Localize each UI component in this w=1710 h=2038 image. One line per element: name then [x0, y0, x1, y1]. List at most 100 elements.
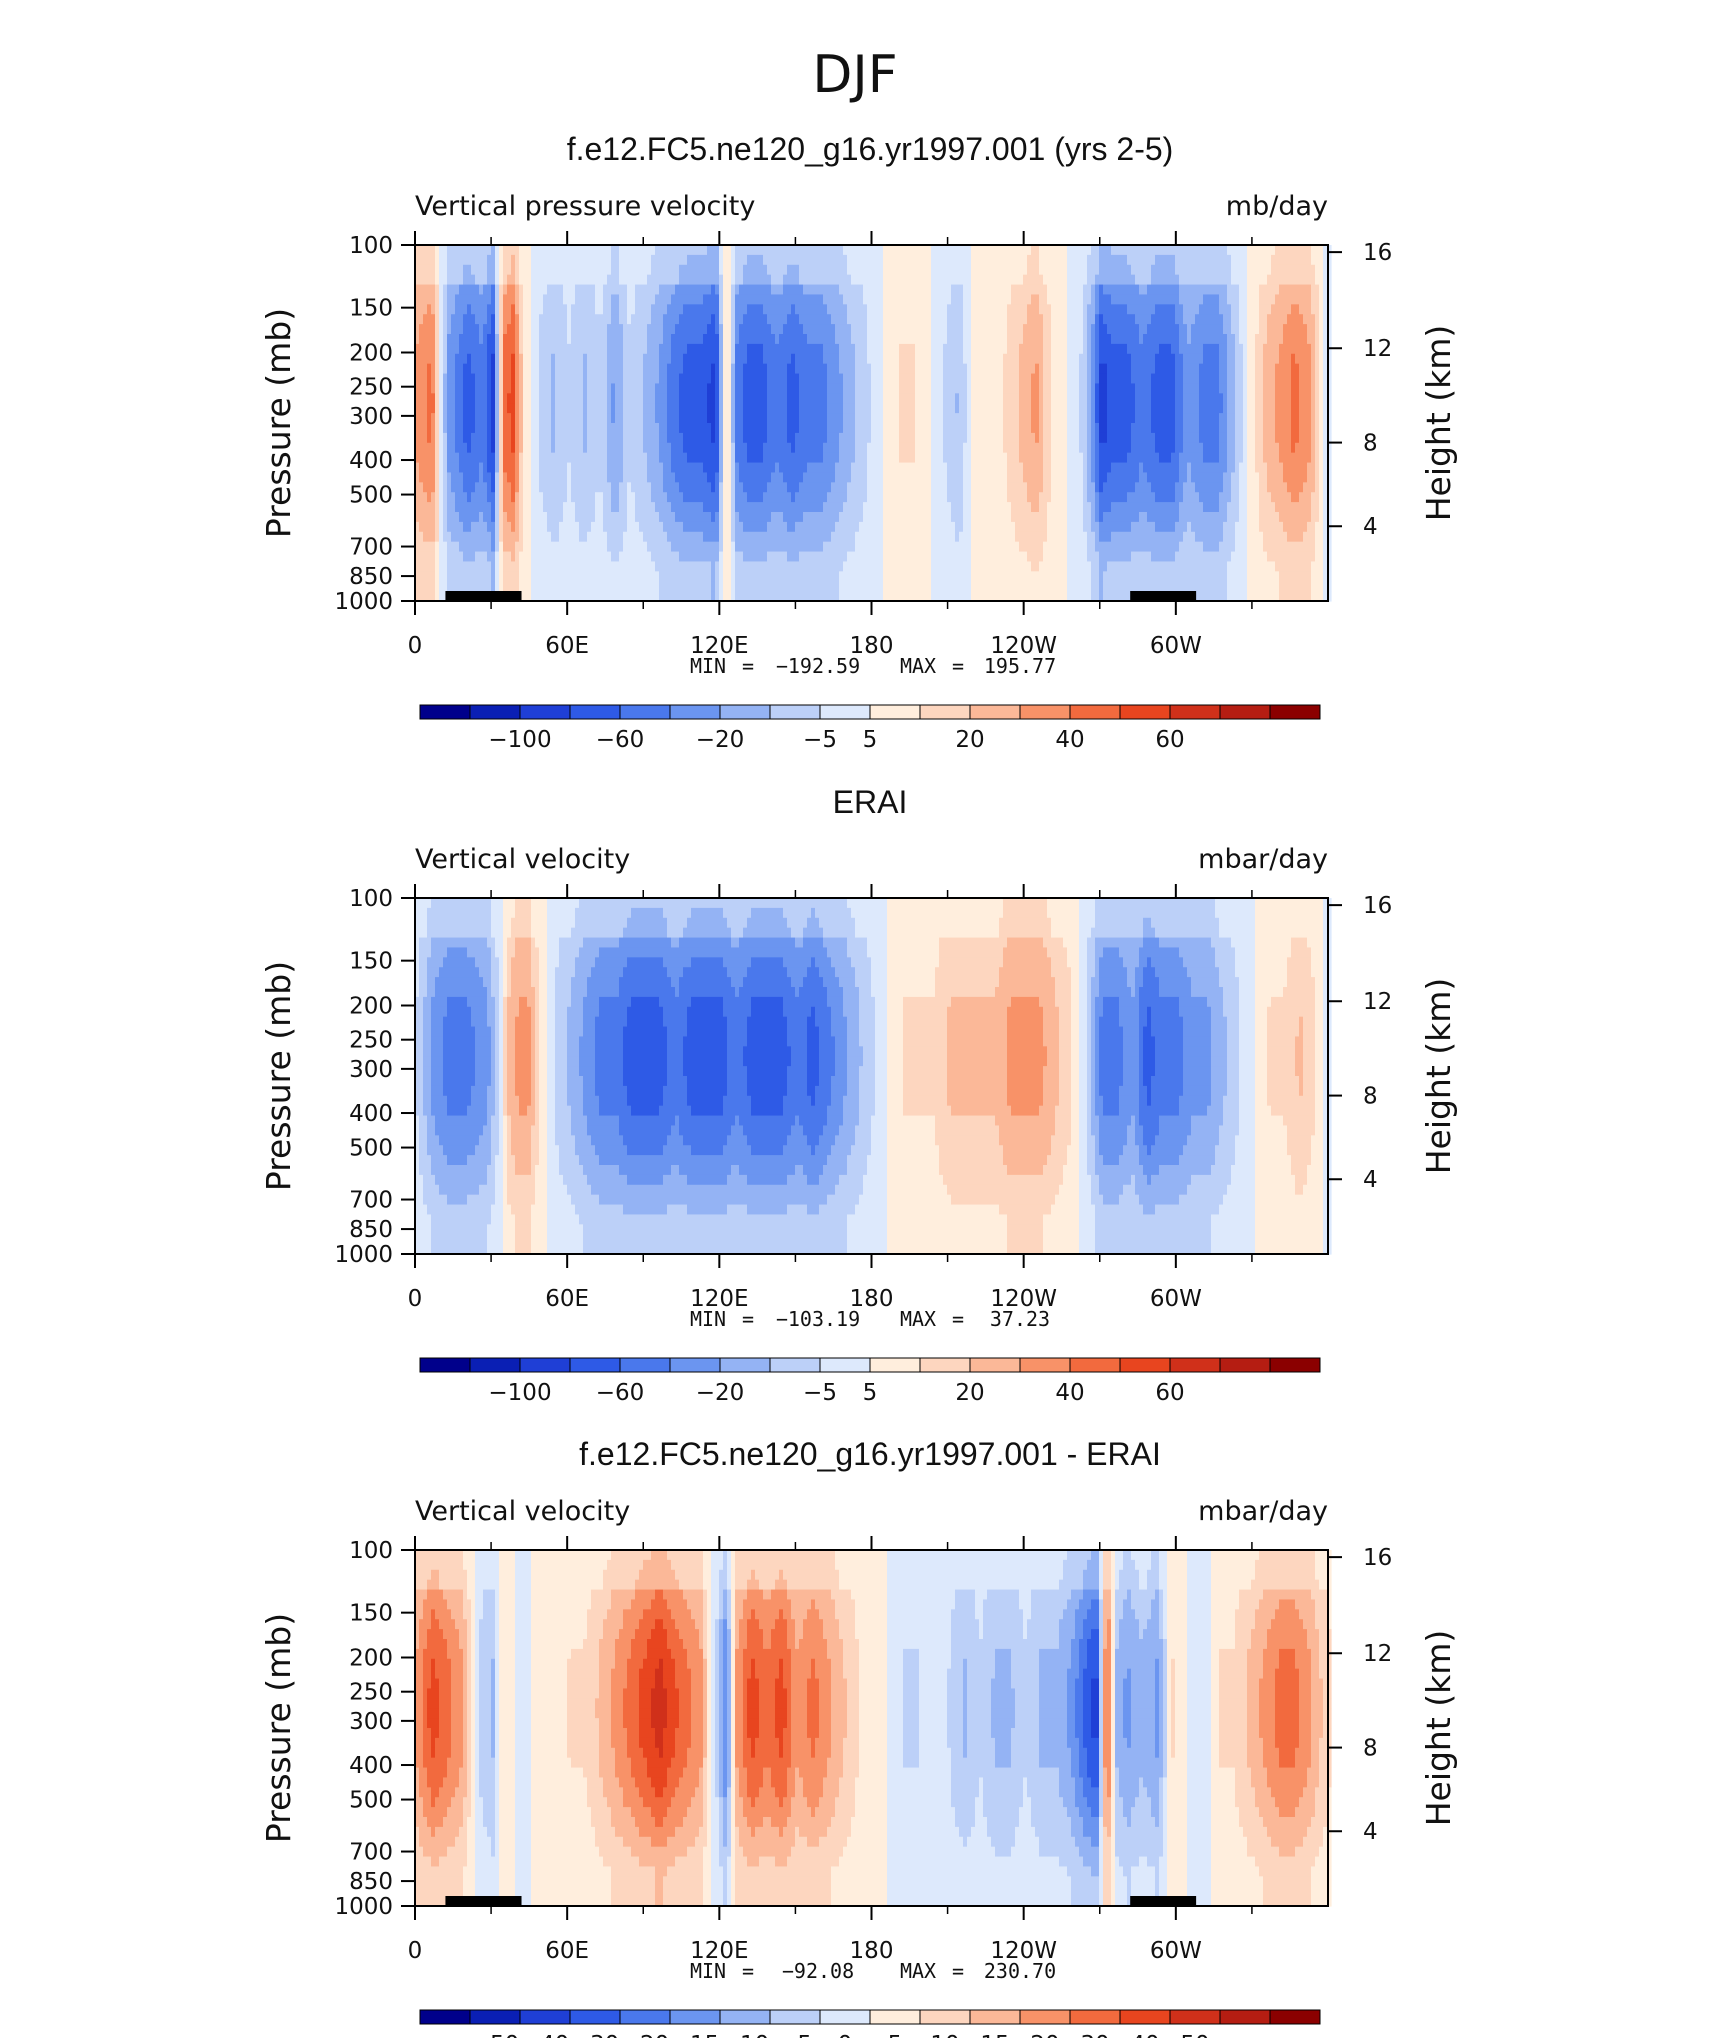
- heatmap-cell: [687, 245, 692, 256]
- heatmap-cell: [783, 294, 788, 305]
- heatmap-cell: [799, 492, 804, 503]
- heatmap-cell: [687, 561, 692, 572]
- heatmap-cell: [747, 373, 752, 385]
- heatmap-cell: [931, 571, 936, 582]
- heatmap-cell: [575, 403, 580, 414]
- heatmap-cell: [927, 521, 932, 533]
- heatmap-cell: [803, 442, 808, 454]
- heatmap-cell: [923, 403, 928, 414]
- heatmap-cell: [863, 393, 868, 404]
- heatmap-cell: [531, 482, 536, 493]
- heatmap-cell: [431, 274, 436, 286]
- heatmap-cell: [475, 561, 480, 572]
- heatmap-cell: [431, 254, 436, 266]
- heatmap-cell: [891, 314, 896, 325]
- heatmap-cell: [563, 363, 568, 375]
- heatmap-cell: [491, 581, 496, 592]
- heatmap-cell: [759, 502, 764, 513]
- heatmap-cell: [851, 452, 856, 464]
- heatmap-cell: [847, 452, 852, 464]
- heatmap-cell: [863, 264, 868, 276]
- heatmap-cell: [723, 314, 728, 325]
- heatmap-cell: [747, 264, 752, 276]
- heatmap-cell: [759, 343, 764, 355]
- heatmap-cell: [479, 334, 484, 345]
- heatmap-cell: [919, 284, 924, 296]
- heatmap-cell: [903, 442, 908, 454]
- heatmap-cell: [579, 581, 584, 592]
- heatmap-cell: [679, 442, 684, 454]
- heatmap-cell: [539, 432, 544, 444]
- heatmap-cell: [667, 492, 672, 503]
- heatmap-cell: [535, 561, 540, 572]
- heatmap-cell: [887, 373, 892, 385]
- heatmap-cell: [435, 561, 440, 572]
- heatmap-cell: [963, 472, 968, 483]
- heatmap-cell: [807, 294, 812, 305]
- heatmap-cell: [739, 462, 744, 474]
- heatmap-cell: [611, 353, 616, 365]
- heatmap-cell: [723, 294, 728, 305]
- heatmap-cell: [831, 304, 836, 315]
- heatmap-cell: [603, 284, 608, 296]
- heatmap-cell: [603, 442, 608, 454]
- heatmap-cell: [551, 403, 556, 414]
- heatmap-cell: [603, 521, 608, 533]
- heatmap-cell: [607, 462, 612, 474]
- heatmap-cell: [663, 512, 668, 523]
- heatmap-cell: [947, 551, 952, 563]
- heatmap-cell: [427, 413, 432, 424]
- heatmap-cell: [795, 531, 800, 543]
- heatmap-cell: [495, 373, 500, 385]
- heatmap-cell: [963, 294, 968, 305]
- heatmap-cell: [695, 363, 700, 375]
- heatmap-cell: [851, 521, 856, 533]
- heatmap-cell: [439, 452, 444, 464]
- heatmap-cell: [627, 393, 632, 404]
- heatmap-cell: [811, 324, 816, 335]
- heatmap-cell: [459, 274, 464, 286]
- heatmap-cell: [867, 521, 872, 533]
- heatmap-cell: [871, 254, 876, 266]
- heatmap-cell: [675, 353, 680, 365]
- heatmap-cell: [919, 551, 924, 563]
- heatmap-cell: [831, 452, 836, 464]
- heatmap-cell: [719, 442, 724, 454]
- heatmap-cell: [591, 353, 596, 365]
- heatmap-cell: [555, 413, 560, 424]
- heatmap-cell: [559, 343, 564, 355]
- heatmap-cell: [855, 462, 860, 474]
- heatmap-cell: [475, 423, 480, 434]
- heatmap-cell: [931, 353, 936, 365]
- heatmap-cell: [459, 561, 464, 572]
- heatmap-cell: [715, 462, 720, 474]
- heatmap-cell: [415, 502, 420, 513]
- heatmap-cell: [699, 264, 704, 276]
- heatmap-cell: [483, 245, 488, 256]
- heatmap-cell: [883, 571, 888, 582]
- heatmap-cell: [447, 452, 452, 464]
- heatmap-cell: [443, 482, 448, 493]
- heatmap-cell: [815, 452, 820, 464]
- heatmap-cell: [727, 571, 732, 582]
- heatmap-cell: [591, 343, 596, 355]
- heatmap-cell: [795, 581, 800, 592]
- heatmap-cell: [571, 551, 576, 563]
- heatmap-cell: [531, 264, 536, 276]
- heatmap-cell: [815, 512, 820, 523]
- heatmap-cell: [635, 403, 640, 414]
- heatmap-cell: [695, 521, 700, 533]
- heatmap-cell: [451, 393, 456, 404]
- heatmap-cell: [711, 254, 716, 266]
- heatmap-cell: [467, 452, 472, 464]
- heatmap-cell: [611, 254, 616, 266]
- heatmap-cell: [651, 442, 656, 454]
- heatmap-cell: [783, 413, 788, 424]
- heatmap-cell: [795, 541, 800, 553]
- heatmap-cell: [559, 294, 564, 305]
- heatmap-cell: [755, 591, 760, 602]
- heatmap-cell: [607, 502, 612, 513]
- heatmap-cell: [895, 581, 900, 592]
- heatmap-cell: [739, 353, 744, 365]
- heatmap-cell: [547, 314, 552, 325]
